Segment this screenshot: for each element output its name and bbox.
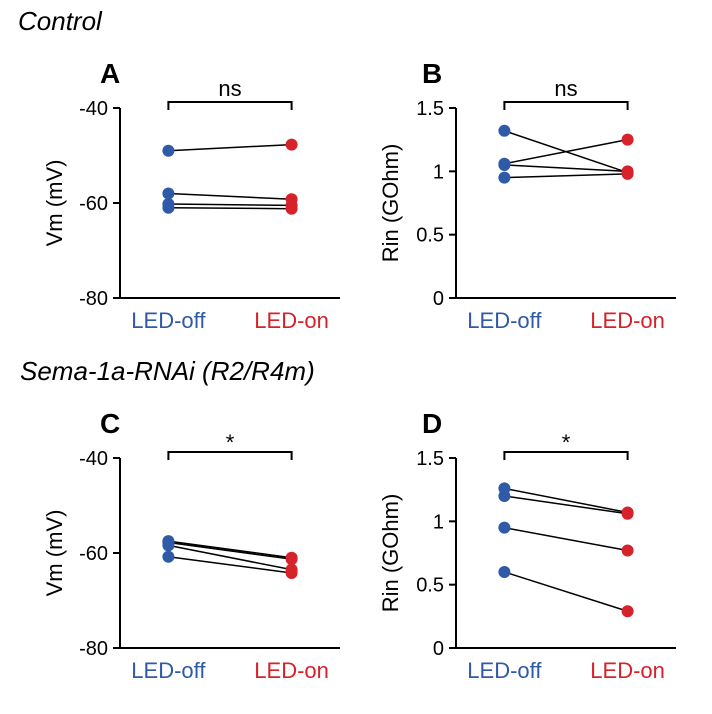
ytick-B: 1	[433, 161, 444, 183]
dot-off-C-2	[162, 539, 174, 551]
pair-line-A-1	[168, 194, 291, 200]
panel-svg-B: 0 0.5 1 1.5 Rin (GOhm) LED-off LED-on ns	[376, 80, 696, 340]
xcat-on-A: LED-on	[254, 308, 329, 333]
ytick-D: 0	[433, 638, 444, 660]
sig-bar-B	[504, 102, 627, 110]
dot-off-A-3	[162, 202, 174, 214]
ytick-D: 1	[433, 511, 444, 533]
pair-line-A-0	[168, 145, 291, 151]
dot-off-D-2	[498, 522, 510, 534]
xcat-on-C: LED-on	[254, 658, 329, 683]
ytick-B: 1.5	[416, 98, 444, 120]
dot-on-D-3	[622, 605, 634, 617]
dot-off-D-1	[498, 490, 510, 502]
dot-on-C-1	[286, 553, 298, 565]
ytick-D: 0.5	[416, 575, 444, 597]
panel-C: -80 -60 -40 Vm (mV) LED-off LED-on *	[40, 430, 360, 690]
xcat-off-A: LED-off	[131, 308, 206, 333]
panel-svg-D: 0 0.5 1 1.5 Rin (GOhm) LED-off LED-on *	[376, 430, 696, 690]
pair-line-D-2	[504, 528, 627, 551]
pair-line-A-3	[168, 208, 291, 209]
pair-line-B-3	[504, 174, 627, 178]
pair-line-C-3	[168, 557, 291, 573]
ytick-C: -40	[79, 448, 108, 470]
pair-line-D-3	[504, 572, 627, 611]
dot-on-C-3	[286, 567, 298, 579]
xcat-on-B: LED-on	[590, 308, 665, 333]
dot-off-A-1	[162, 188, 174, 200]
dot-on-D-1	[622, 508, 634, 520]
ylabel-B: Rin (GOhm)	[378, 144, 403, 263]
figure-root: Control A B -80-60-40Vm (mV)LED-offLED-o…	[0, 0, 712, 714]
section-title-rnai: Sema-1a-RNAi (R2/R4m)	[20, 356, 315, 387]
dot-on-A-0	[286, 139, 298, 151]
dot-on-A-3	[286, 203, 298, 215]
ytick-B: 0.5	[416, 225, 444, 247]
ytick-A: -40	[79, 98, 108, 120]
ytick-A: -80	[79, 288, 108, 310]
xcat-off-B: LED-off	[467, 308, 542, 333]
dot-off-B-2	[498, 159, 510, 171]
sig-text-C: *	[226, 430, 235, 455]
ylabel-C: Vm (mV)	[42, 510, 67, 597]
panel-D: 0 0.5 1 1.5 Rin (GOhm) LED-off LED-on *	[376, 430, 696, 690]
panel-A: -80 -60 -40 Vm (mV) LED-off LED-on ns	[40, 80, 360, 340]
dot-off-B-3	[498, 172, 510, 184]
dot-on-D-2	[622, 544, 634, 556]
panel-B: 0 0.5 1 1.5 Rin (GOhm) LED-off LED-on ns	[376, 80, 696, 340]
dot-off-B-0	[498, 125, 510, 137]
dot-off-A-0	[162, 145, 174, 157]
pair-line-C-1	[168, 543, 291, 560]
ytick-D: 1.5	[416, 448, 444, 470]
dot-off-D-3	[498, 566, 510, 578]
dot-on-B-3	[622, 168, 634, 180]
section-title-control: Control	[18, 6, 102, 37]
ytick-A: -60	[79, 193, 108, 215]
sig-text-B: ns	[554, 80, 577, 101]
ylabel-D: Rin (GOhm)	[378, 494, 403, 613]
sig-text-D: *	[562, 430, 571, 455]
ytick-C: -60	[79, 543, 108, 565]
sig-bar-A	[168, 102, 291, 110]
pair-line-B-1	[504, 140, 627, 164]
sig-text-A: ns	[218, 80, 241, 101]
ytick-B: 0	[433, 288, 444, 310]
dot-on-B-1	[622, 134, 634, 146]
pair-line-A-2	[168, 204, 291, 205]
xcat-on-D: LED-on	[590, 658, 665, 683]
pair-line-D-1	[504, 496, 627, 514]
panel-svg-C: -80 -60 -40 Vm (mV) LED-off LED-on *	[40, 430, 360, 690]
xcat-off-C: LED-off	[131, 658, 206, 683]
panel-svg-A: -80 -60 -40 Vm (mV) LED-off LED-on ns	[40, 80, 360, 340]
ylabel-A: Vm (mV)	[42, 160, 67, 247]
ytick-C: -80	[79, 638, 108, 660]
dot-off-C-3	[162, 551, 174, 563]
xcat-off-D: LED-off	[467, 658, 542, 683]
pair-line-D-0	[504, 488, 627, 512]
